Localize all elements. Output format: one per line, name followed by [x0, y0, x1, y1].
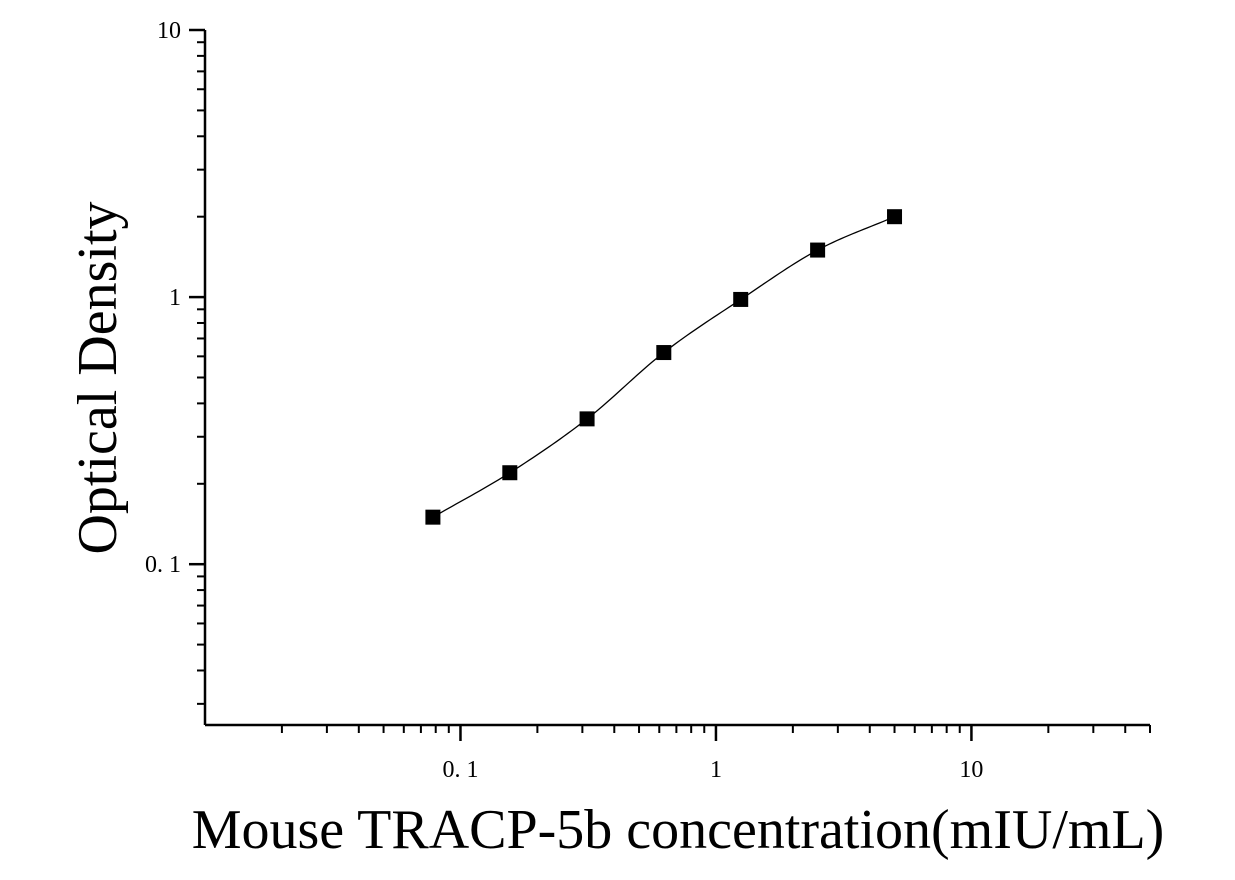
y-tick-label: 1: [169, 285, 181, 311]
x-tick-label: 0. 1: [442, 757, 478, 783]
x-axis-title: Mouse TRACP-5b concentration(mIU/mL): [192, 799, 1165, 861]
data-points: [425, 209, 903, 525]
data-point: [810, 242, 826, 258]
y-axis-title: Optical Density: [67, 201, 129, 554]
ticks: 0. 1 1 10 0. 1 1 10: [145, 18, 1151, 783]
axes: [203, 30, 1150, 727]
data-point: [656, 345, 672, 361]
data-point: [425, 509, 441, 525]
x-tick-label: 1: [710, 757, 722, 783]
fit-curve: [432, 216, 895, 518]
y-tick-label: 10: [157, 18, 181, 44]
data-point: [887, 209, 903, 225]
data-point: [733, 291, 749, 307]
y-tick-label: 0. 1: [145, 552, 181, 578]
data-point: [502, 465, 518, 481]
data-point: [579, 411, 595, 427]
fit-curve-layer: [432, 216, 895, 518]
x-tick-label: 10: [959, 757, 983, 783]
